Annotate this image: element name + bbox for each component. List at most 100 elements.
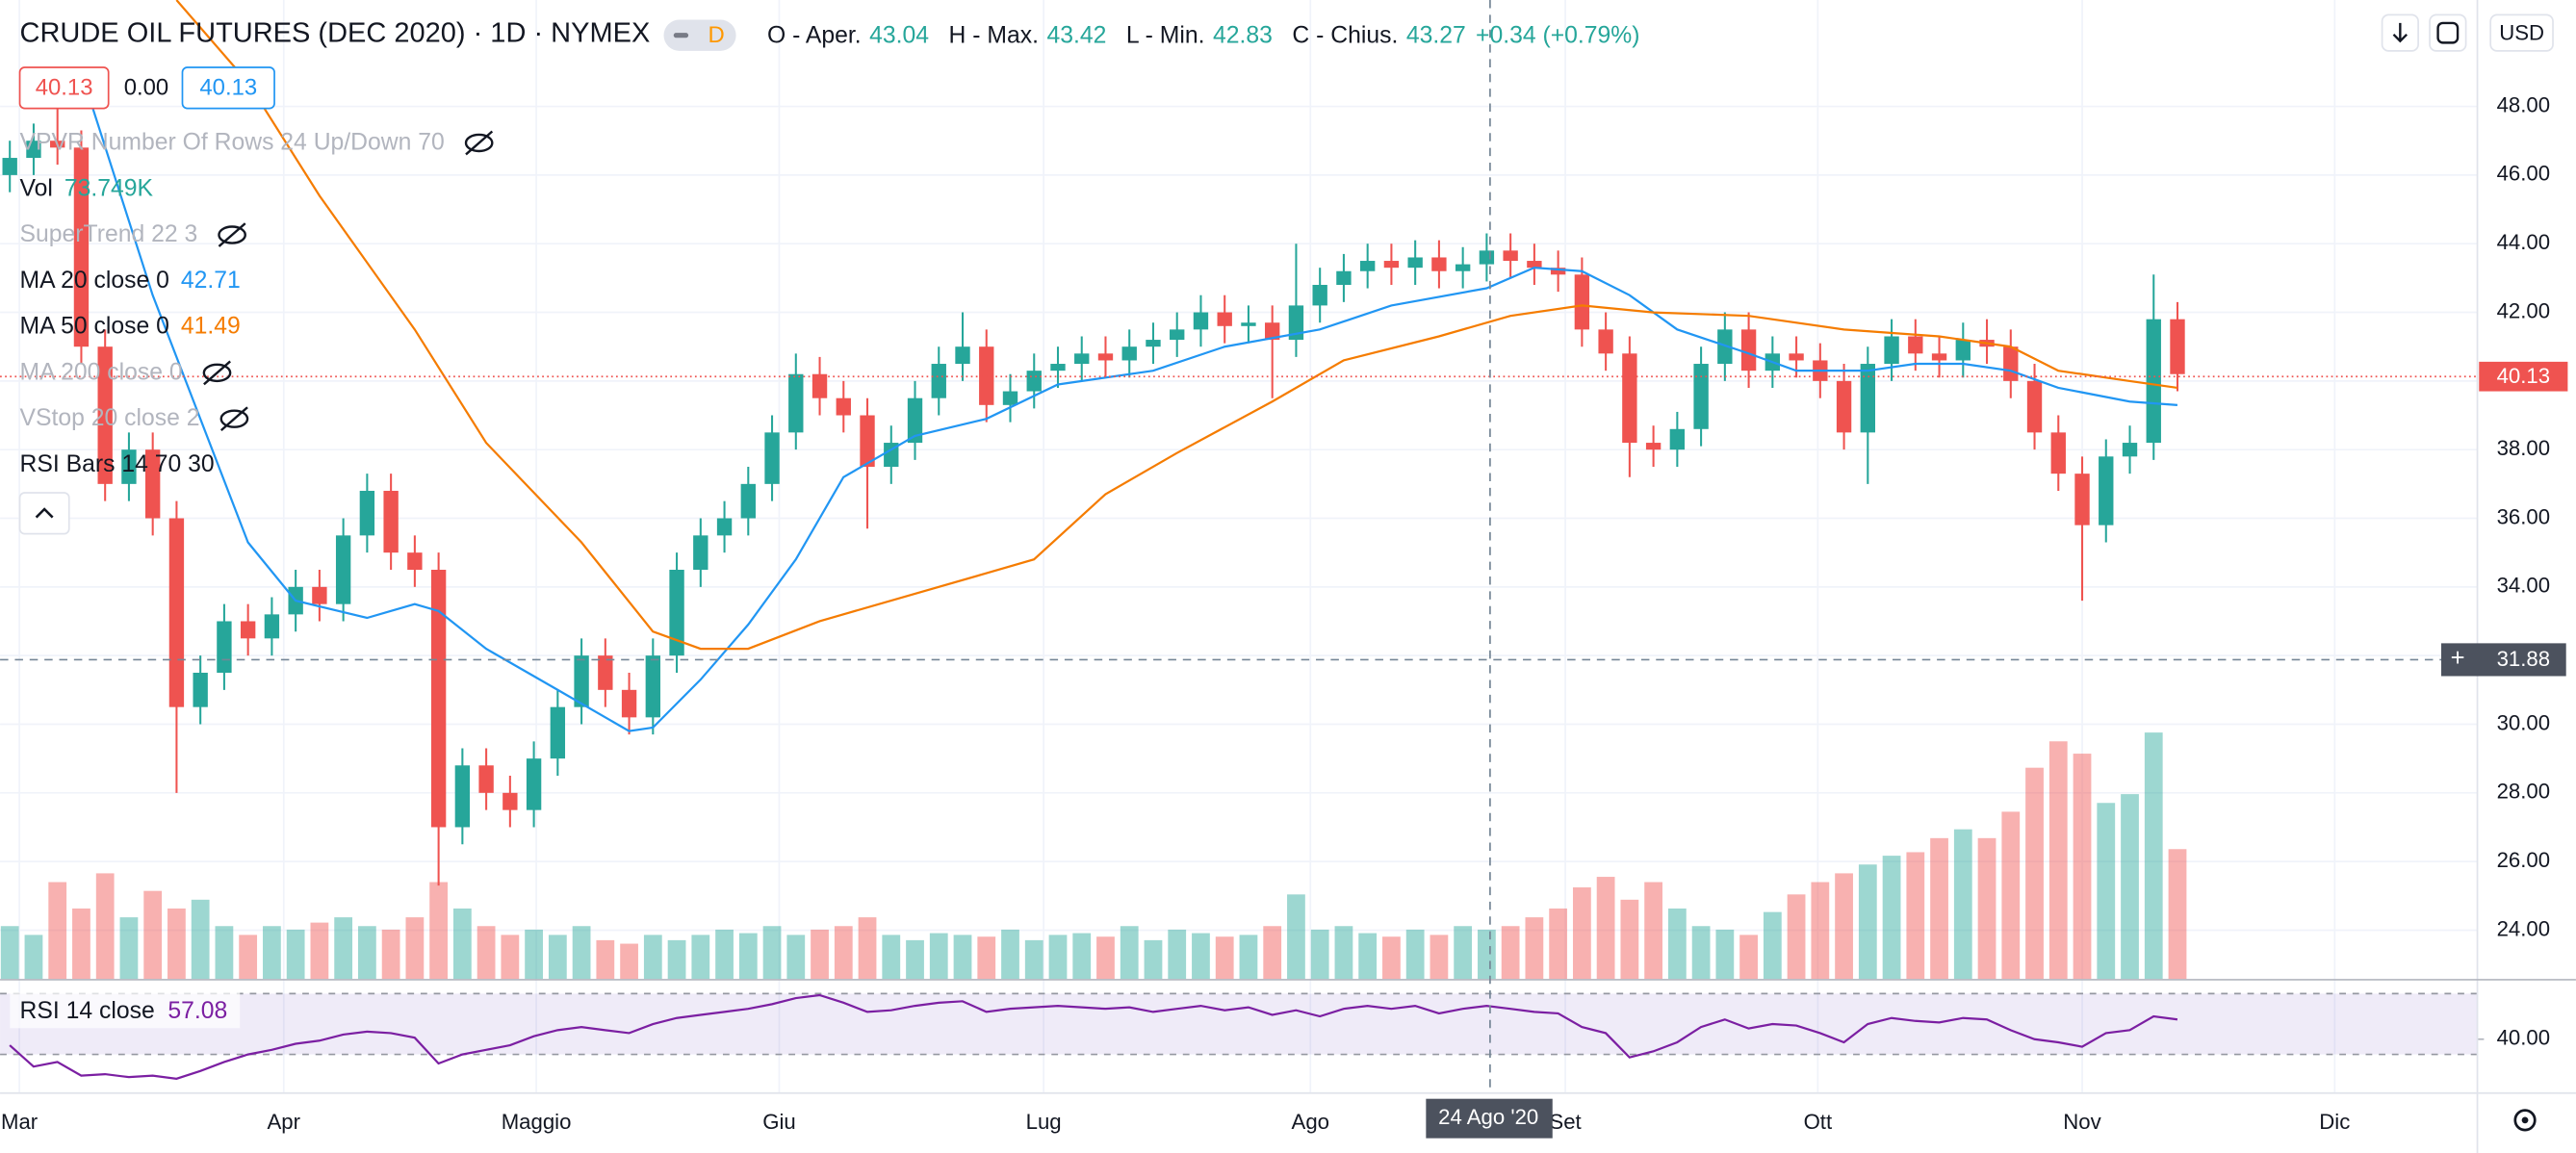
volume-bar (1763, 911, 1782, 980)
volume-bar (2097, 803, 2116, 980)
volume-bar (477, 926, 496, 980)
ma-line (80, 71, 2178, 732)
candle-body (1288, 305, 1304, 341)
hidden-eye-slash (465, 130, 494, 156)
volume-bar (1858, 864, 1877, 980)
y-tick-label: 26.00 (2497, 848, 2550, 872)
ohlc-label: H - Max. (949, 22, 1039, 48)
volume-bar (239, 935, 258, 980)
indicator-legend: MA 20 close 0 42.71 (20, 267, 241, 293)
hidden-eye-icon[interactable] (219, 409, 249, 428)
volume-bar (596, 939, 615, 980)
settings-icon[interactable] (2513, 1109, 2537, 1132)
ma-lines (80, 0, 2178, 732)
candle-body (764, 432, 780, 484)
currency: USD (2499, 21, 2544, 45)
candle-body (526, 758, 542, 810)
candle-body (1074, 353, 1090, 365)
collapse-button[interactable] (18, 492, 70, 535)
order-button[interactable] (18, 66, 110, 110)
candle-body (1598, 329, 1613, 354)
hidden-eye-slash (219, 406, 248, 432)
candle-body (740, 483, 756, 519)
candle-body (1622, 353, 1637, 444)
indicator-legend: MA 50 close 0 41.49 (20, 313, 241, 339)
volume-bar (667, 939, 686, 980)
candle-body (312, 586, 327, 604)
candle-body (478, 765, 494, 793)
x-tick-label: Dic (2319, 1110, 2350, 1134)
candle-body (1693, 364, 1709, 429)
volume-bar (48, 882, 67, 980)
candle-body (335, 535, 351, 604)
volume-bar (2144, 732, 2163, 980)
candle-body (26, 141, 41, 159)
ohlc-value: 42.83 (1213, 22, 1273, 48)
volume-bar (858, 917, 877, 980)
crosshair-date-tag (1426, 1098, 1553, 1139)
hidden-eye-icon[interactable] (464, 133, 494, 153)
volume-bar (525, 929, 543, 980)
candle-body (97, 346, 113, 484)
candle-body (621, 689, 637, 718)
ma-line (175, 0, 2178, 651)
volume-bar (1072, 933, 1092, 980)
candle-body (502, 792, 518, 810)
indicator-legend: VPVR Number Of Rows 24 Up/Down 70 (20, 129, 445, 155)
volume-bar (1144, 939, 1163, 980)
candle-body (645, 655, 661, 718)
candle-body (1146, 340, 1161, 347)
volume-bar (1882, 856, 1901, 980)
candle-body (1645, 443, 1662, 450)
volume-bar (357, 926, 376, 980)
hidden-eye-icon[interactable] (202, 363, 232, 383)
y-tick-label: 48.00 (2497, 92, 2550, 116)
interval-pill[interactable] (663, 19, 736, 51)
volume-bar (620, 943, 638, 980)
reset-button[interactable] (2429, 13, 2467, 52)
volume-bar (1239, 935, 1258, 980)
crosshair-price: 31.88 (2497, 647, 2550, 671)
ohlc-change: +0.34 (+0.79%) (1476, 22, 1640, 48)
rsi-legend: RSI 14 close 57.08 (20, 998, 228, 1024)
candle-body (1717, 329, 1733, 365)
collapse-icon (35, 507, 54, 519)
candle-body (1740, 329, 1757, 372)
candle-body (264, 614, 280, 639)
y-tick-label: 30.00 (2497, 710, 2550, 734)
candle-body (383, 490, 399, 553)
ohlc: O - Aper. 43.04 H - Max. 43.42 L - Min. 42.83… (767, 22, 1640, 48)
volume-bar (2121, 794, 2139, 980)
candle-body (1455, 264, 1471, 271)
volume-bar (548, 935, 567, 980)
volume-bar (2025, 767, 2044, 980)
ohlc-label: L - Min. (1126, 22, 1205, 48)
volume-bar (2001, 811, 2021, 980)
crosshair-plus: + (2451, 645, 2465, 672)
volume-bar (1096, 936, 1115, 980)
candle-body (1359, 261, 1376, 271)
volume-bar (1024, 939, 1043, 980)
hidden-eye-slash (203, 360, 231, 386)
hidden-eye-slash (218, 222, 246, 247)
volume-bar (381, 929, 400, 980)
volume-bar (2168, 849, 2187, 980)
candle-body (2, 158, 17, 175)
ohlc-value: 43.42 (1047, 22, 1107, 48)
candle-body (2099, 456, 2114, 525)
indicator-name: MA 20 close 0 (20, 267, 169, 293)
volume-bar (1572, 887, 1591, 980)
currency-button[interactable] (2489, 13, 2554, 52)
volume-bar (2073, 754, 2092, 980)
candle-body (1193, 312, 1209, 330)
rsi-band (0, 993, 2478, 1055)
order-button[interactable] (181, 66, 275, 110)
volume-bar (1287, 894, 1305, 980)
hidden-eye-icon[interactable] (218, 225, 246, 244)
x-tick-label: Nov (2063, 1110, 2101, 1134)
candle-body (550, 706, 566, 759)
candle-body (931, 364, 946, 398)
x-tick-label: Giu (762, 1110, 796, 1134)
order-button-label: 40.13 (199, 74, 257, 100)
